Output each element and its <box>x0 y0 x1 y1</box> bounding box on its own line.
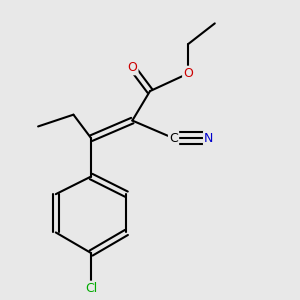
Text: N: N <box>204 132 214 145</box>
Text: Cl: Cl <box>85 282 97 295</box>
Text: O: O <box>128 61 137 74</box>
Text: C: C <box>169 132 178 145</box>
Text: O: O <box>183 67 193 80</box>
